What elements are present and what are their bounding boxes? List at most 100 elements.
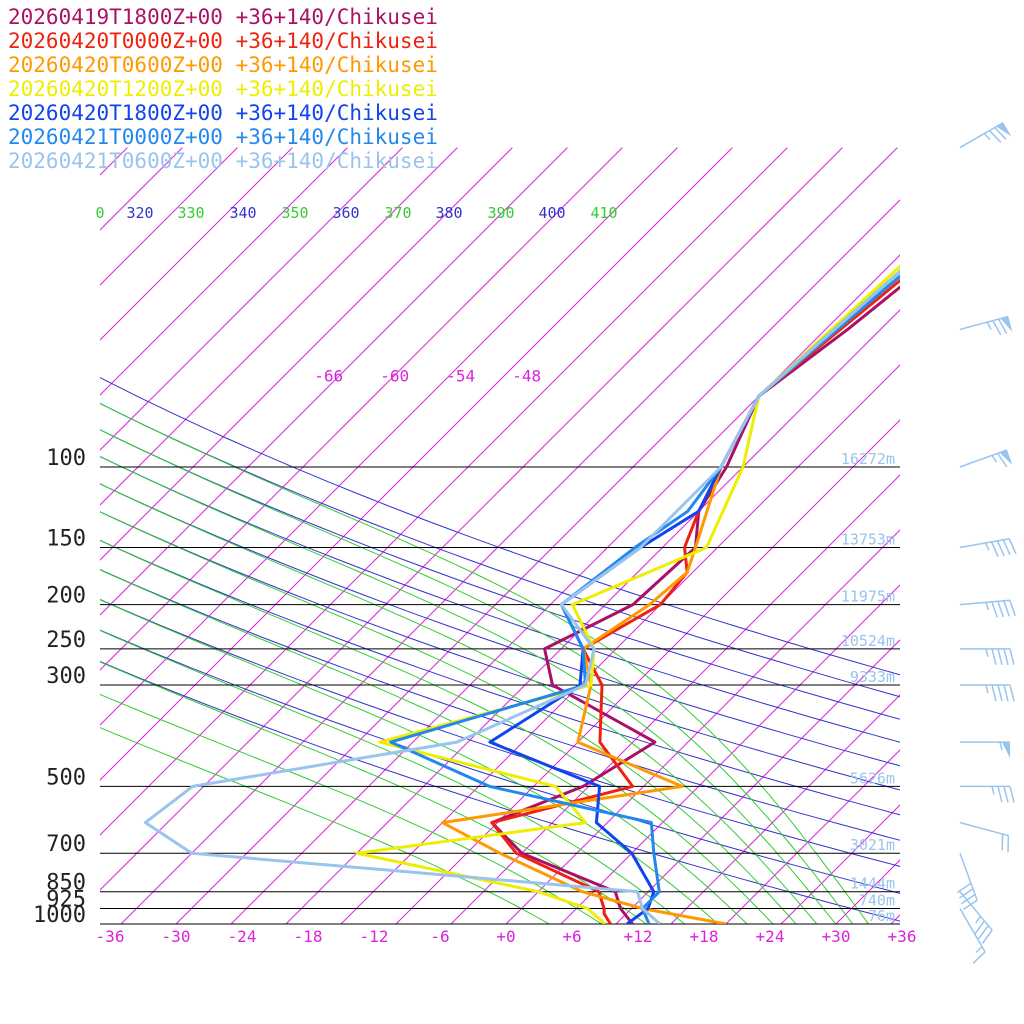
wind-barb-full: [996, 452, 1008, 468]
wind-barb-full: [988, 130, 1002, 143]
wind-barb-full: [994, 127, 1007, 140]
pressure-label: 850: [46, 871, 86, 896]
dry-adiabat-line: [100, 377, 900, 676]
isotherm-line: [100, 147, 678, 726]
isotherm-line: [100, 147, 568, 616]
wind-barb-shaft: [959, 852, 978, 901]
wind-barb-full: [956, 882, 972, 894]
dry-adiabat-line: [100, 402, 900, 698]
wind-barb: [959, 449, 1013, 468]
sounding-trace: [143, 269, 900, 924]
wind-barb: [959, 891, 993, 944]
wind-barb-full: [972, 951, 986, 964]
wind-barb-half: [999, 741, 1003, 751]
wind-barb-full: [991, 648, 997, 666]
wind-barb: [959, 538, 1017, 558]
height-label: 740m: [859, 892, 895, 910]
wind-barb: [960, 684, 1015, 702]
temperature-tick-label: -18: [294, 927, 323, 946]
wind-barb-full: [1008, 538, 1017, 555]
wind-barb-half: [975, 946, 983, 953]
upper-isotherm-label: -66: [314, 366, 343, 385]
height-label: 11975m: [841, 588, 895, 606]
isotherm-line: [285, 309, 900, 924]
moist-adiabat-line: [100, 599, 719, 924]
temperature-tick-label: -36: [96, 927, 125, 946]
temperature-tick-label: -12: [360, 927, 389, 946]
wind-barb-flag: [1002, 742, 1010, 759]
moist-adiabat-line: [100, 661, 648, 924]
wind-barb-full: [990, 541, 999, 558]
theta-label: 380: [435, 204, 462, 222]
temperature-tick-label: +12: [624, 927, 653, 946]
theta-label: 370: [384, 204, 411, 222]
theta-label: 360: [332, 204, 359, 222]
wind-barb-full: [1002, 539, 1011, 556]
wind-barb-full: [1003, 600, 1010, 617]
upper-isotherm-label: -60: [380, 366, 409, 385]
wind-barb-half: [991, 454, 998, 463]
wind-barb: [959, 821, 1010, 853]
dry-adiabat-line: [100, 569, 900, 841]
wind-barb-full: [1003, 648, 1009, 666]
background-grid: [100, 147, 900, 924]
dry-adiabat-line: [100, 598, 900, 867]
dry-adiabat-line: [100, 483, 900, 767]
wind-barb-half: [985, 602, 990, 611]
moist-adiabat-line: [100, 402, 870, 924]
wind-barb-half: [983, 133, 991, 141]
height-label: 10524m: [841, 632, 895, 650]
isotherm-line: [100, 147, 293, 341]
legend-entry: 20260420T1800Z+00 +36+140/Chikusei: [8, 101, 438, 125]
theta-label: 350: [281, 204, 308, 222]
wind-barb-full: [1009, 786, 1015, 803]
wind-barb-full: [991, 684, 997, 702]
isotherm-line: [100, 147, 843, 891]
wind-barb-full: [1009, 599, 1016, 617]
legend-entry: 20260421T0000Z+00 +36+140/Chikusei: [8, 125, 438, 149]
wind-barb-full: [981, 929, 993, 944]
moist-adiabat-line: [100, 483, 818, 924]
isotherm-line: [560, 584, 900, 924]
wind-barb-shaft: [959, 908, 986, 953]
pressure-label: 500: [46, 765, 86, 790]
isotherm-line: [100, 147, 788, 836]
wind-barb-shaft: [959, 891, 993, 931]
legend-entry: 20260421T0600Z+00 +36+140/Chikusei: [8, 149, 438, 173]
theta-label: 340: [229, 204, 256, 222]
height-label: 1444m: [850, 875, 895, 893]
temperature-tick-label: +0: [496, 927, 515, 946]
theta-label: 330: [177, 204, 204, 222]
pressure-label: 200: [46, 584, 86, 609]
wind-barb-full: [996, 540, 1005, 557]
dry-adiabat-line: [100, 455, 900, 743]
isotherm-line: [340, 364, 900, 924]
temperature-tick-label: +30: [822, 927, 851, 946]
isotherm-line: [395, 419, 900, 924]
wind-barb-full: [977, 925, 989, 940]
wind-barb-full: [992, 320, 1002, 336]
height-label: 16272m: [841, 450, 895, 468]
theta-label: 320: [126, 204, 153, 222]
wind-barb: [960, 741, 1010, 759]
dry-adiabat-line: [100, 429, 900, 720]
isotherm-line: [230, 254, 900, 924]
moist-adiabat-line: [100, 511, 797, 924]
wind-barb-shaft: [959, 821, 1009, 837]
wind-barb: [960, 648, 1015, 666]
legend-entry: 20260420T1200Z+00 +36+140/Chikusei: [8, 77, 438, 101]
wind-barb-full: [997, 601, 1004, 618]
wind-barb: [959, 599, 1016, 618]
wind-barb-full: [997, 786, 1003, 803]
pressure-label: 700: [46, 832, 86, 857]
temperature-tick-label: -6: [430, 927, 449, 946]
wind-barb-flag: [999, 449, 1013, 465]
pressure-label: 300: [46, 664, 86, 689]
isotherm-line: [100, 147, 348, 396]
legend: 20260419T1800Z+00 +36+140/Chikusei202604…: [8, 5, 438, 173]
sounding-trace: [490, 285, 900, 924]
wind-barb-shaft: [959, 449, 1008, 468]
legend-entry: 20260420T0600Z+00 +36+140/Chikusei: [8, 53, 438, 77]
